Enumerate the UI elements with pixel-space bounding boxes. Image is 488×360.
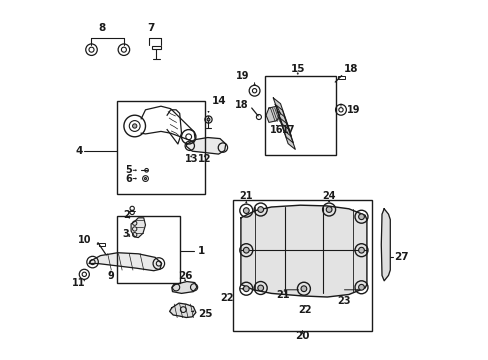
Polygon shape [89,253,162,271]
Text: 13: 13 [184,154,198,164]
Circle shape [121,47,126,52]
Bar [232,200,371,331]
Text: 4: 4 [76,146,83,156]
Text: 18: 18 [343,64,357,74]
Bar [152,46,160,49]
Text: 15: 15 [290,64,305,74]
Circle shape [358,214,364,220]
Text: 9: 9 [107,271,114,281]
Bar [99,243,105,246]
Bar [117,216,179,283]
Text: 5: 5 [125,165,131,175]
Text: 21: 21 [276,290,289,300]
Text: 24: 24 [322,191,335,201]
Circle shape [206,118,209,121]
Circle shape [257,207,263,212]
Circle shape [144,177,146,180]
Text: 1: 1 [197,246,204,256]
Circle shape [243,208,249,213]
Text: 20: 20 [294,330,309,341]
Circle shape [89,47,94,52]
Text: 17: 17 [281,125,295,135]
Text: 21: 21 [239,191,252,201]
Bar [265,76,335,155]
Text: 11: 11 [72,278,85,288]
Text: 16: 16 [269,125,283,135]
Text: 23: 23 [337,296,350,306]
Text: 26: 26 [178,271,192,282]
Text: 22: 22 [220,293,233,303]
Text: 7: 7 [147,23,154,33]
Text: 27: 27 [393,252,407,262]
Text: 6: 6 [125,174,131,184]
Polygon shape [381,209,389,281]
Circle shape [325,207,331,212]
Polygon shape [273,98,289,130]
Text: 19: 19 [346,105,360,115]
Bar [117,101,204,194]
Circle shape [243,286,249,292]
Polygon shape [279,117,295,149]
Text: 10: 10 [78,235,91,246]
Circle shape [132,124,137,128]
Polygon shape [169,303,196,318]
Text: 8: 8 [99,23,106,33]
Circle shape [358,247,364,253]
Text: 3: 3 [122,229,129,239]
Text: 12: 12 [198,154,211,164]
Circle shape [358,284,364,290]
Polygon shape [275,104,291,136]
Polygon shape [277,111,293,143]
Text: 19: 19 [236,71,249,81]
Circle shape [257,285,263,291]
Circle shape [301,286,306,292]
Polygon shape [131,218,145,238]
Polygon shape [186,138,225,154]
Circle shape [243,247,249,253]
Text: 25: 25 [198,309,212,319]
Polygon shape [171,282,197,293]
Text: 18: 18 [235,100,248,110]
Text: 22: 22 [298,305,311,315]
Bar [337,76,345,79]
Text: 14: 14 [211,96,225,106]
Polygon shape [265,106,280,122]
Polygon shape [241,205,366,297]
Text: 2: 2 [122,210,129,220]
